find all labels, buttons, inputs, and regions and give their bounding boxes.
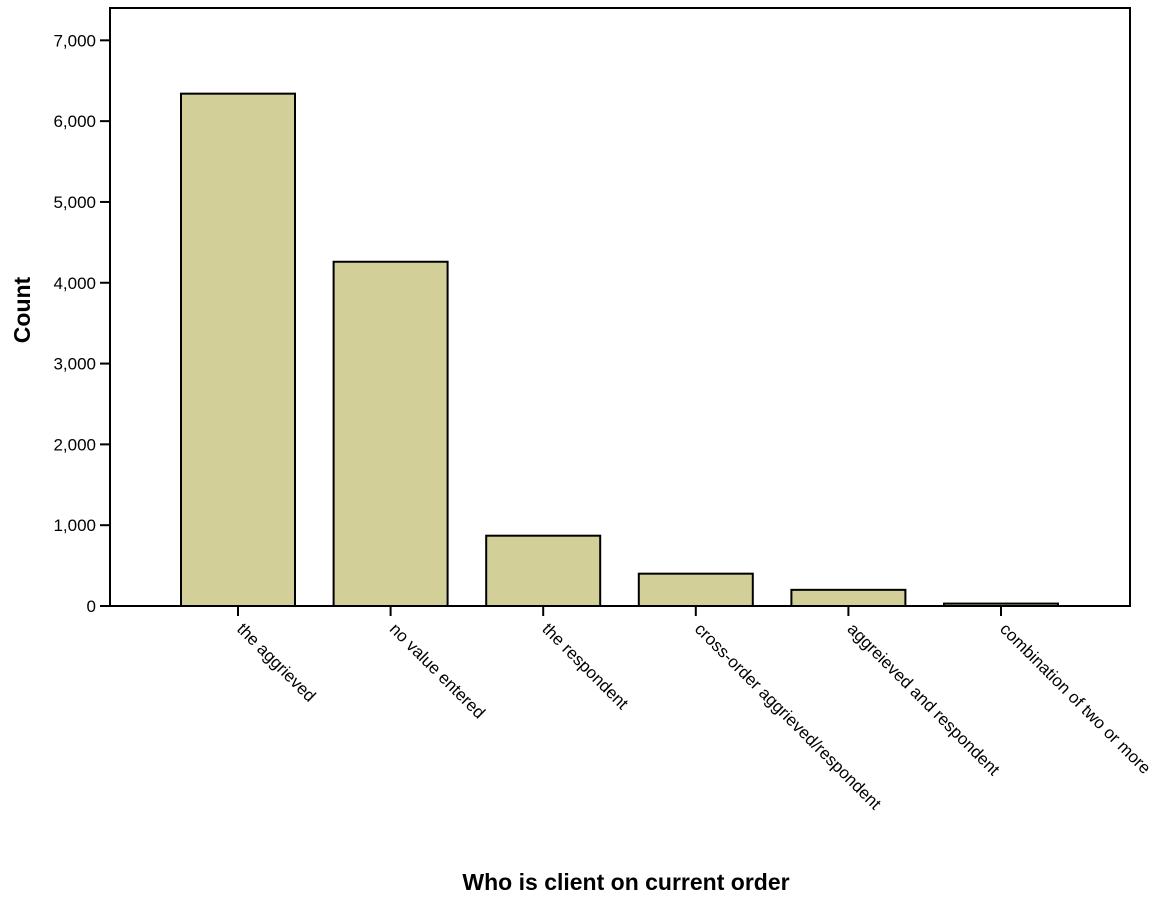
bar-5	[943, 602, 1059, 608]
y-tick-label: 5,000	[53, 193, 96, 212]
y-axis-title: Count	[9, 276, 35, 343]
y-tick-label: 1,000	[53, 516, 96, 535]
y-tick-label: 4,000	[53, 274, 96, 293]
y-tick-label: 7,000	[53, 31, 96, 50]
y-tick-label: 0	[87, 597, 96, 616]
x-tick-label: cross-order aggrieved/respondent	[691, 619, 885, 813]
x-tick-label: aggreieved and respondent	[844, 619, 1004, 779]
x-tick-label: no value entered	[386, 619, 489, 722]
x-tick-label: the aggrieved	[233, 619, 319, 705]
bar-1	[332, 260, 449, 607]
bar-4	[790, 588, 907, 607]
plot-frame	[109, 7, 1131, 607]
bar-3	[637, 572, 754, 607]
x-axis: the aggrieved no value entered the respond…	[233, 606, 1155, 813]
x-axis-title: Who is client on current order	[462, 869, 789, 895]
bar-0	[180, 92, 296, 607]
y-tick-label: 3,000	[53, 355, 96, 374]
bar-2	[485, 534, 602, 607]
x-tick-label: combination of two or more	[996, 619, 1154, 777]
x-tick-label: the respondent	[538, 619, 632, 713]
y-tick-label: 6,000	[53, 112, 96, 131]
y-tick-label: 2,000	[53, 435, 96, 454]
y-axis: 0 1,000 2,000 3,000 4,000 5,000 6,000 7,000	[53, 31, 110, 616]
bars-group	[180, 92, 1059, 608]
